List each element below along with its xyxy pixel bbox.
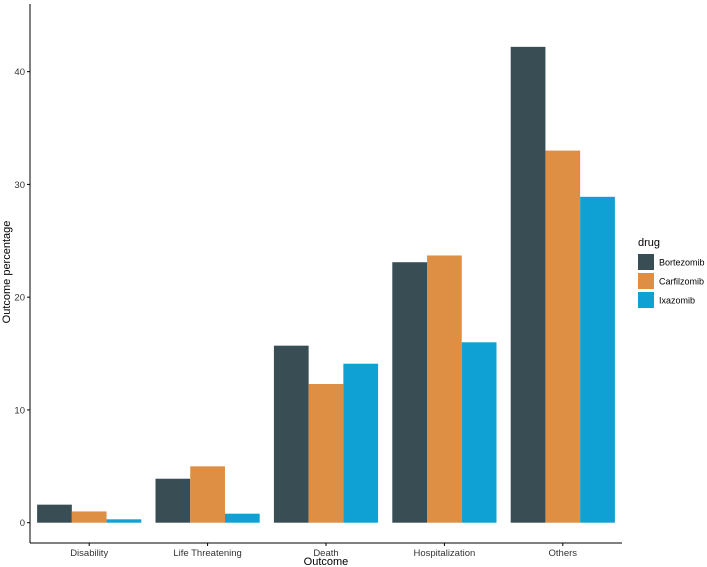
x-tick-label: Disability: [70, 548, 108, 559]
bar-bortezomib-death: [273, 345, 309, 523]
bar-bortezomib-hospitalization: [392, 262, 428, 523]
bar-ixazomib-death: [343, 363, 379, 523]
bar-ixazomib-life-threatening: [224, 513, 260, 523]
y-ticks: 0 10 20 30 40: [14, 67, 30, 529]
x-tick-label: Death: [313, 548, 338, 559]
legend-label-ixazomib: Ixazomib: [659, 296, 695, 306]
bar-ixazomib-hospitalization: [461, 342, 497, 523]
bar-carfilzomib-life-threatening: [190, 466, 225, 523]
legend: drug Bortezomib Carfilzomib Ixazomib: [638, 237, 705, 308]
legend-swatch-carfilzomib: [638, 273, 654, 289]
x-axis-title: Outcome: [304, 556, 349, 567]
x-tick-label: Others: [549, 548, 578, 559]
y-tick-label: 10: [14, 405, 25, 416]
legend-title: drug: [638, 237, 660, 249]
x-tick-label: Life Threatening: [173, 548, 242, 559]
legend-swatch-ixazomib: [638, 292, 654, 308]
legend-swatch-bortezomib: [638, 254, 654, 270]
legend-label-bortezomib: Bortezomib: [659, 258, 705, 268]
y-axis-title: Outcome percentage: [1, 221, 13, 324]
bar-bortezomib-others: [510, 46, 546, 523]
bar-carfilzomib-death: [308, 384, 344, 523]
bar-bortezomib-life-threatening: [155, 478, 191, 523]
legend-label-carfilzomib: Carfilzomib: [659, 277, 704, 287]
bar-carfilzomib-others: [545, 150, 581, 523]
bars-layer: [37, 46, 615, 523]
x-ticks: Disability Life Threatening Death Hospitali…: [70, 543, 577, 559]
bar-ixazomib-disability: [106, 519, 142, 523]
bar-bortezomib-disability: [37, 504, 72, 523]
y-tick-label: 30: [14, 180, 25, 191]
y-tick-label: 0: [20, 518, 25, 529]
bar-carfilzomib-hospitalization: [427, 255, 462, 523]
bar-ixazomib-others: [580, 196, 615, 523]
y-tick-label: 40: [14, 67, 25, 78]
y-tick-label: 20: [14, 293, 25, 304]
bar-carfilzomib-disability: [71, 511, 107, 523]
x-tick-label: Hospitalization: [414, 548, 476, 559]
